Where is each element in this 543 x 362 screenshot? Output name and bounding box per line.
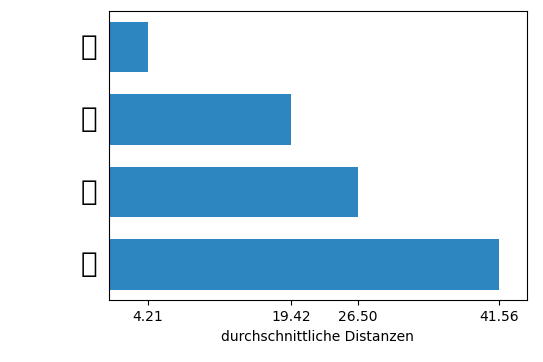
- Bar: [109, 22, 148, 72]
- Bar: [109, 239, 499, 290]
- Text: 🚗: 🚗: [81, 178, 98, 206]
- Bar: [109, 94, 291, 145]
- X-axis label: durchschnittliche Distanzen: durchschnittliche Distanzen: [221, 330, 414, 344]
- Text: 🚆: 🚆: [81, 250, 98, 278]
- Text: 🚲: 🚲: [81, 33, 98, 61]
- Bar: [109, 167, 358, 217]
- Text: 🚌: 🚌: [81, 105, 98, 134]
